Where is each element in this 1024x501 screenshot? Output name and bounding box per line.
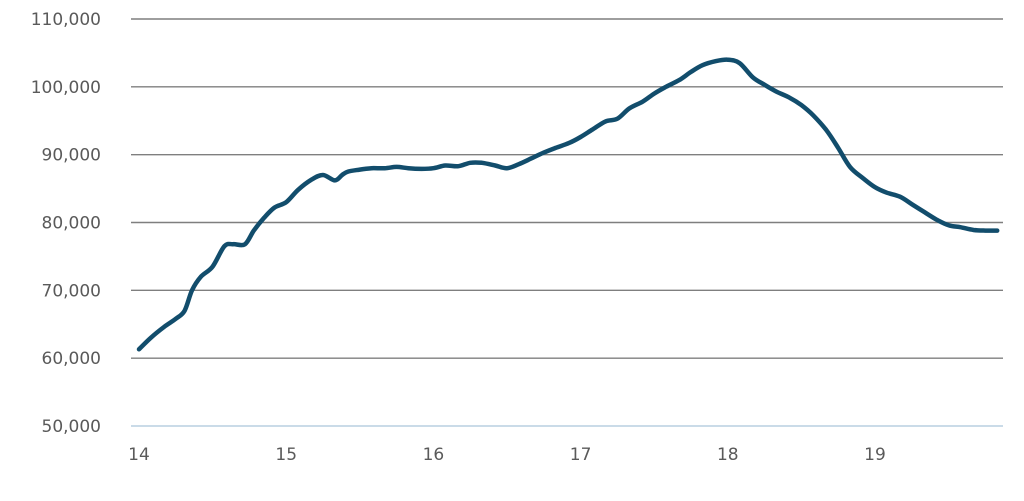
x-tick-label: 17 <box>570 445 592 465</box>
y-tick-label: 90,000 <box>42 146 101 166</box>
y-tick-label: 80,000 <box>42 214 101 234</box>
series-line <box>136 57 1000 352</box>
y-tick-label: 50,000 <box>42 417 101 437</box>
x-tick-label: 16 <box>423 445 445 465</box>
x-tick-label: 19 <box>864 445 886 465</box>
gridlines <box>131 18 1003 427</box>
x-tick-label: 18 <box>717 445 739 465</box>
y-axis-tick-labels: 50,000 60,000 70,000 80,000 90,000 100,000 110… <box>31 10 101 437</box>
x-tick-label: 14 <box>128 445 150 465</box>
x-axis-tick-labels: 14 15 16 17 18 19 <box>128 445 886 465</box>
y-tick-label: 110,000 <box>31 10 101 30</box>
y-tick-label: 70,000 <box>42 281 101 301</box>
y-tick-label: 100,000 <box>31 78 101 98</box>
x-tick-label: 15 <box>275 445 297 465</box>
y-tick-label: 60,000 <box>42 349 101 369</box>
